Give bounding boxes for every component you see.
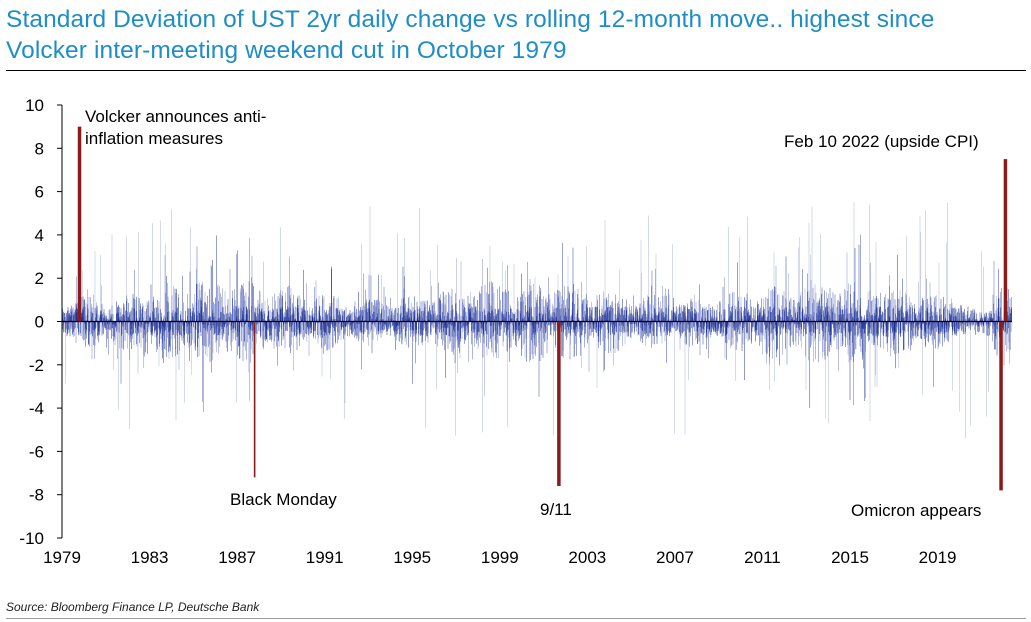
y-tick-label: 0 xyxy=(35,313,44,332)
x-tick-label: 2003 xyxy=(568,548,606,567)
highlights-layer xyxy=(77,126,1008,491)
bottom-divider xyxy=(6,618,1026,619)
x-tick-label: 2011 xyxy=(744,548,781,567)
title-divider xyxy=(6,70,1026,71)
annotation-volcker: Volcker announces anti-inflation measure… xyxy=(85,107,266,148)
series-layer xyxy=(61,202,1012,439)
x-tick-label: 2015 xyxy=(831,548,869,567)
y-tick-label: -2 xyxy=(29,356,44,375)
source-note: Source: Bloomberg Finance LP, Deutsche B… xyxy=(6,600,260,614)
annotation-black-monday: Black Monday xyxy=(230,490,337,509)
annotation-omicron: Omicron appears xyxy=(851,501,981,520)
y-tick-label: 8 xyxy=(35,139,44,158)
y-tick-label: 6 xyxy=(35,183,44,202)
annotation-volcker-line: inflation measures xyxy=(85,129,223,148)
x-tick-label: 1995 xyxy=(393,548,431,567)
chart-title: Standard Deviation of UST 2yr daily chan… xyxy=(6,6,935,64)
x-tick-label: 1979 xyxy=(43,548,81,567)
y-tick-label: 2 xyxy=(35,269,44,288)
x-tick-label: 1987 xyxy=(218,548,256,567)
x-tick-label: 1999 xyxy=(481,548,519,567)
y-tick-label: 4 xyxy=(35,226,44,245)
y-tick-label: -6 xyxy=(29,442,44,461)
annotation-volcker-line: Volcker announces anti- xyxy=(85,107,266,126)
y-tick-label: 10 xyxy=(25,96,44,115)
x-tick-label: 1983 xyxy=(131,548,169,567)
y-tick-label: -4 xyxy=(29,399,44,418)
y-tick-label: -10 xyxy=(19,529,44,548)
x-tick-label: 2019 xyxy=(919,548,957,567)
annotation-feb-2022: Feb 10 2022 (upside CPI) xyxy=(784,132,979,151)
y-tick-label: -8 xyxy=(29,486,44,505)
x-tick-label: 2007 xyxy=(656,548,694,567)
annotation-9-11: 9/11 xyxy=(540,500,572,519)
annotations-layer: Volcker announces anti-inflation measure… xyxy=(85,107,981,520)
x-tick-label: 1991 xyxy=(306,548,344,567)
